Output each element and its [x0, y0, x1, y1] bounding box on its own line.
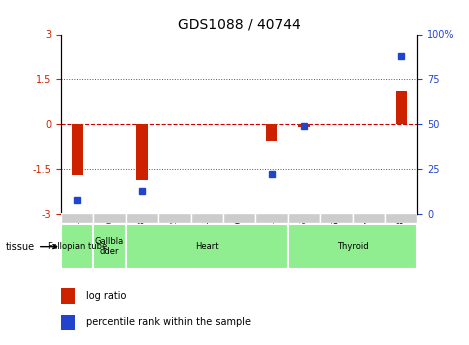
- Text: percentile rank within the sample: percentile rank within the sample: [86, 317, 251, 327]
- FancyBboxPatch shape: [320, 213, 353, 223]
- FancyBboxPatch shape: [385, 213, 417, 223]
- FancyBboxPatch shape: [158, 213, 190, 223]
- FancyBboxPatch shape: [223, 213, 256, 223]
- Bar: [136, 124, 148, 179]
- FancyBboxPatch shape: [93, 213, 126, 223]
- FancyBboxPatch shape: [288, 224, 417, 269]
- FancyBboxPatch shape: [353, 213, 385, 223]
- Text: Thyroid: Thyroid: [337, 242, 369, 251]
- Bar: [395, 91, 407, 124]
- FancyBboxPatch shape: [61, 213, 93, 223]
- Text: Fallopian tube: Fallopian tube: [47, 242, 107, 251]
- FancyBboxPatch shape: [126, 224, 288, 269]
- Bar: [298, 124, 310, 127]
- Bar: [266, 124, 277, 141]
- Bar: [61, 315, 75, 330]
- Bar: [71, 124, 83, 175]
- Title: GDS1088 / 40744: GDS1088 / 40744: [178, 18, 301, 32]
- Text: Gallbla
dder: Gallbla dder: [95, 237, 124, 256]
- FancyBboxPatch shape: [93, 224, 126, 269]
- FancyBboxPatch shape: [288, 213, 320, 223]
- FancyBboxPatch shape: [190, 213, 223, 223]
- Text: Heart: Heart: [195, 242, 219, 251]
- FancyBboxPatch shape: [126, 213, 158, 223]
- Text: log ratio: log ratio: [86, 291, 126, 301]
- Text: tissue: tissue: [6, 242, 57, 252]
- Bar: [61, 288, 75, 304]
- FancyBboxPatch shape: [256, 213, 288, 223]
- FancyBboxPatch shape: [61, 224, 93, 269]
